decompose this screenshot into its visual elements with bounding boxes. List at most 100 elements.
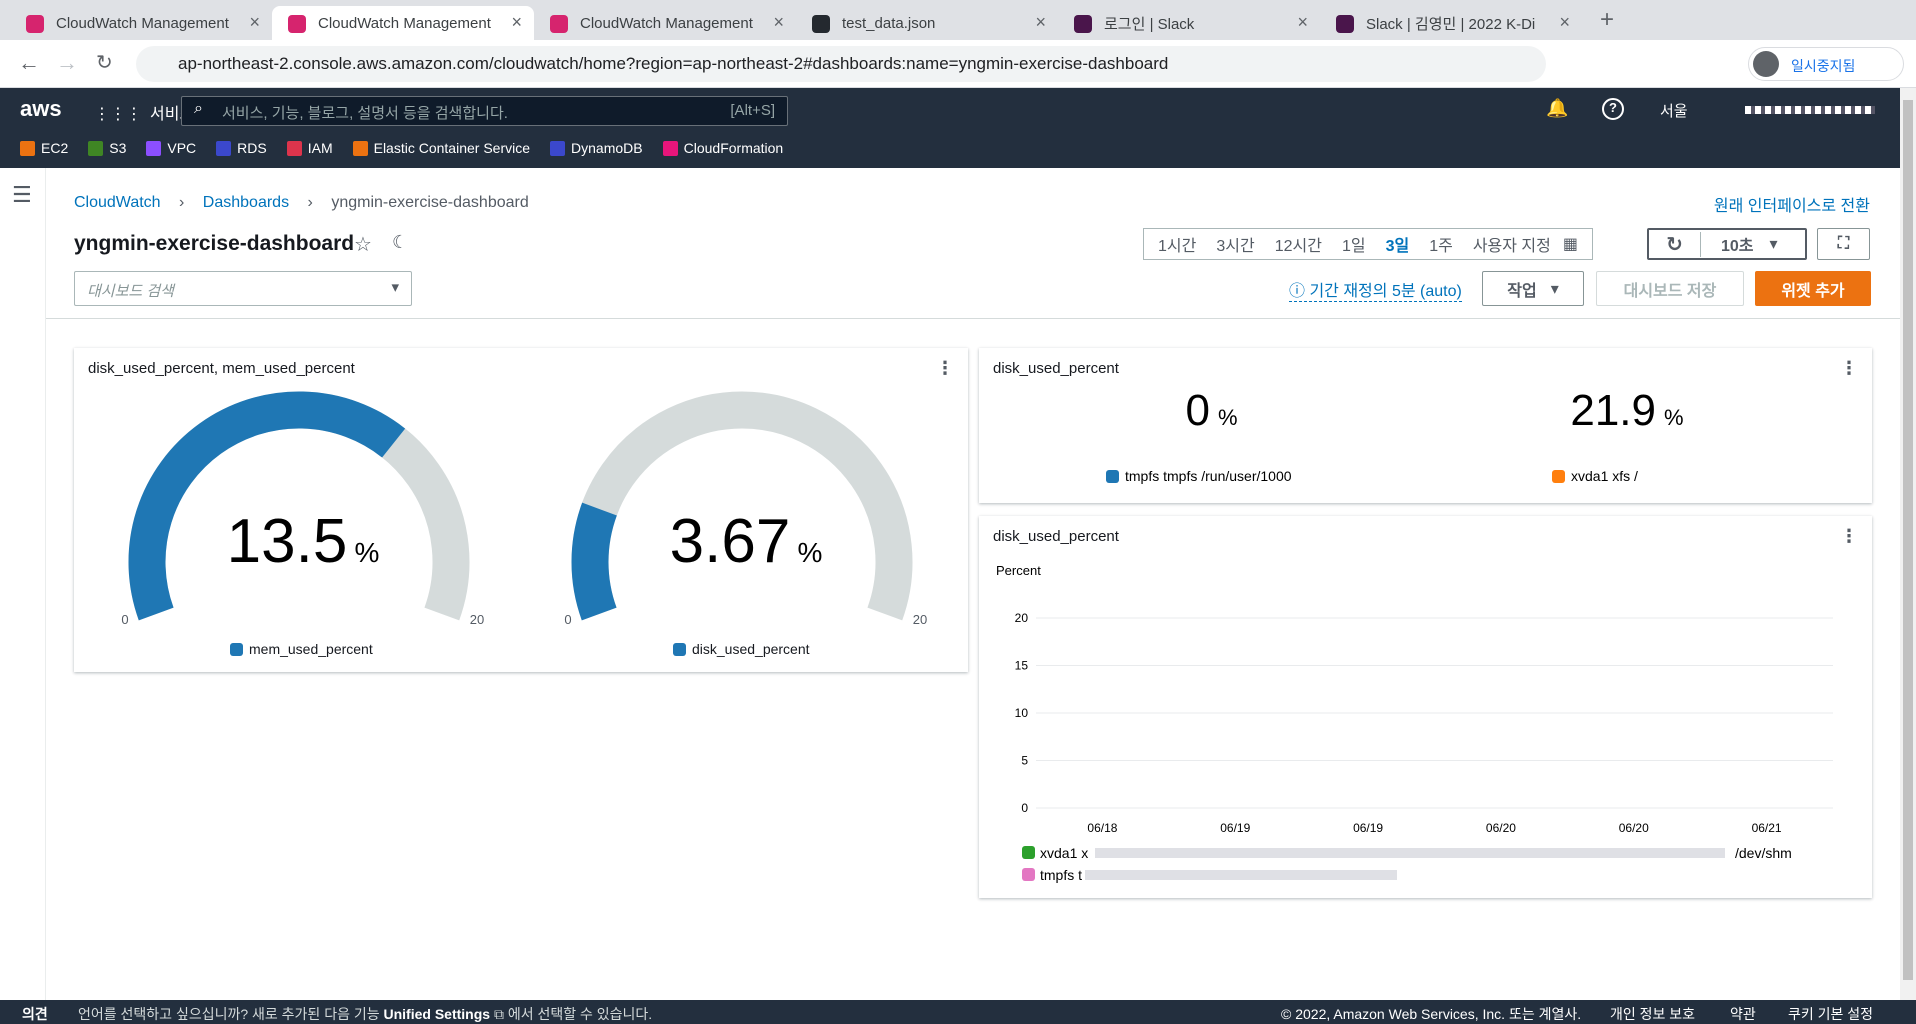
tab-close[interactable]: ×	[249, 12, 260, 32]
reload[interactable]: ↻	[96, 52, 113, 74]
favorite-label: CloudFormation	[683, 140, 784, 156]
favorite[interactable]: CloudFormation	[662, 140, 784, 156]
notice: 언어를 선택하고 싶으십니까? 새로 추가된 다음 기능 Unified Set…	[78, 1006, 653, 1022]
favorite[interactable]: VPC	[146, 140, 196, 156]
notifications[interactable]: 🔔	[1546, 98, 1569, 118]
profile-label: 일시중지됨	[1791, 58, 1856, 74]
tab[interactable]: test_data.json ×	[796, 6, 1058, 40]
dark-mode[interactable]: ☾	[392, 232, 409, 252]
footer-link[interactable]: 쿠키 기본 설정	[1788, 1006, 1874, 1022]
favorite-icon	[20, 140, 35, 156]
tab[interactable]: Slack | 김영민 | 2022 K-Di ×	[1320, 6, 1582, 40]
footer-link[interactable]: 개인 정보 보호	[1610, 1006, 1696, 1022]
tab-close[interactable]: ×	[1559, 12, 1570, 32]
favorite-icon	[146, 140, 162, 156]
footer-link[interactable]: 약관	[1730, 1006, 1756, 1022]
calendar[interactable]: ▦	[1562, 236, 1578, 253]
favorite[interactable]: EC2	[20, 140, 68, 156]
time-range[interactable]: 1일	[1341, 238, 1366, 255]
help[interactable]: ?	[1602, 98, 1624, 120]
time-range[interactable]: 12시간	[1274, 238, 1322, 255]
menu[interactable]: ☰	[12, 182, 32, 207]
widget: disk_used_percent ⋮	[979, 348, 1872, 503]
widget-menu[interactable]: ⋮	[1840, 358, 1858, 378]
new-tab[interactable]: +	[1600, 6, 1615, 33]
switch-link[interactable]: 원래 인터페이스로 전환	[1713, 198, 1870, 215]
scrollbar	[1900, 88, 1916, 1000]
time-ranges: 1시간 3시간 12시간 1일 3일 1주 사용자 지정 ▦	[1143, 228, 1593, 260]
favorite[interactable]: S3	[88, 140, 126, 156]
tab-title: CloudWatch Management	[580, 14, 753, 32]
favorite[interactable]: Elastic Container Service	[352, 140, 531, 156]
search[interactable]: ⌕ 서비스, 기능, 블로그, 설명서 등을 검색합니다. [Alt+S]	[181, 96, 788, 126]
feedback[interactable]: 의견	[22, 1006, 48, 1022]
favorite-label: Elastic Container Service	[373, 140, 531, 156]
favorite-icon	[88, 140, 104, 156]
footer: 의견 언어를 선택하고 싶으십니까? 새로 추가된 다음 기능 Unified …	[0, 1000, 1916, 1024]
favorite[interactable]: DynamoDB	[550, 140, 643, 156]
widget-menu[interactable]: ⋮	[936, 358, 954, 378]
fullscreen[interactable]: ⛶	[1817, 228, 1870, 260]
tab-close[interactable]: ×	[1297, 12, 1308, 32]
notice-text: 에서 선택할 수 있습니다.	[507, 1006, 653, 1022]
widget: disk_used_percent ⋮	[979, 516, 1872, 898]
favorite-icon	[216, 140, 232, 156]
refresh[interactable]: ↻ 10초 ▾	[1647, 228, 1807, 260]
tab-close[interactable]: ×	[1035, 12, 1046, 32]
crumb[interactable]: CloudWatch	[74, 194, 161, 211]
profile[interactable]: 일시중지됨	[1748, 47, 1904, 81]
favorite[interactable]: IAM	[286, 140, 333, 156]
tab[interactable]: CloudWatch Management ×	[10, 6, 272, 40]
widget-title: disk_used_percent	[993, 528, 1119, 545]
sidebar: ☰	[0, 168, 46, 1000]
account[interactable]	[1745, 106, 1875, 114]
refresh-interval: 10초	[1721, 238, 1754, 255]
notice-link[interactable]: Unified Settings	[383, 1006, 491, 1022]
tab[interactable]: 로그인 | Slack ×	[1058, 6, 1320, 40]
favorite[interactable]: ☆	[354, 234, 372, 256]
copyright: © 2022, Amazon Web Services, Inc. 또는 계열사…	[1281, 1006, 1582, 1022]
tab-title: CloudWatch Management	[318, 14, 491, 32]
services[interactable]: ⋮⋮⋮ 서비스	[94, 106, 195, 123]
tab-icon	[550, 15, 568, 33]
crumb[interactable]: Dashboards	[202, 194, 290, 211]
aws-nav: aws ⋮⋮⋮ 서비스 ⌕ 서비스, 기능, 블로그, 설명서 등을 검색합니다.…	[0, 88, 1916, 168]
favorite-icon	[286, 140, 302, 156]
tab[interactable]: CloudWatch Management ×	[534, 6, 796, 40]
tab-icon	[1336, 15, 1354, 33]
widget: disk_used_percent, mem_used_percent ⋮	[74, 348, 968, 672]
favorite-label: RDS	[237, 140, 267, 156]
time-range[interactable]: 3시간	[1216, 238, 1255, 255]
tab-bar: CloudWatch Management × CloudWatch Managem…	[0, 0, 1916, 40]
dashboard-title: yngmin-exercise-dashboard	[74, 232, 355, 255]
favorite-label: DynamoDB	[571, 140, 643, 156]
forward[interactable]: →	[56, 50, 78, 75]
favorite-icon	[662, 140, 678, 156]
search-placeholder: 서비스, 기능, 블로그, 설명서 등을 검색합니다.	[222, 105, 508, 122]
tab-title: Slack | 김영민 | 2022 K-Di	[1366, 15, 1536, 33]
time-range[interactable]: 1시간	[1158, 238, 1197, 255]
breadcrumbs: CloudWatch › Dashboards › yngmin-exercis…	[74, 194, 529, 211]
widget-title: disk_used_percent	[993, 360, 1119, 377]
widget-menu[interactable]: ⋮	[1840, 526, 1858, 546]
period-label: 기간 재정의 5분 (auto)	[1309, 283, 1462, 300]
tab-close[interactable]: ×	[511, 12, 522, 32]
region[interactable]: 서울	[1660, 103, 1688, 120]
favorite[interactable]: RDS	[216, 140, 267, 156]
time-range[interactable]: 3일	[1385, 238, 1410, 255]
tab-close[interactable]: ×	[773, 12, 784, 32]
save[interactable]: 대시보드 저장	[1596, 271, 1744, 306]
add-widget[interactable]: 위젯 추가	[1755, 271, 1871, 306]
period-info[interactable]: ⓘ 기간 재정의 5분 (auto)	[1289, 277, 1462, 302]
tab[interactable]: CloudWatch Management ×	[272, 6, 534, 40]
search-placeholder: 대시보드 검색	[87, 283, 174, 300]
back[interactable]: ←	[18, 50, 40, 75]
time-range[interactable]: 사용자 지정	[1472, 238, 1551, 255]
dashboard-search[interactable]: 대시보드 검색 ▾	[74, 271, 412, 306]
actions[interactable]: 작업 ▾	[1482, 271, 1584, 306]
favorite-icon	[550, 140, 566, 156]
time-range[interactable]: 1주	[1429, 238, 1453, 255]
logo[interactable]: aws	[20, 96, 62, 121]
url[interactable]: ap-northeast-2.console.aws.amazon.com/cl…	[136, 46, 1546, 82]
tab-icon	[26, 15, 44, 33]
